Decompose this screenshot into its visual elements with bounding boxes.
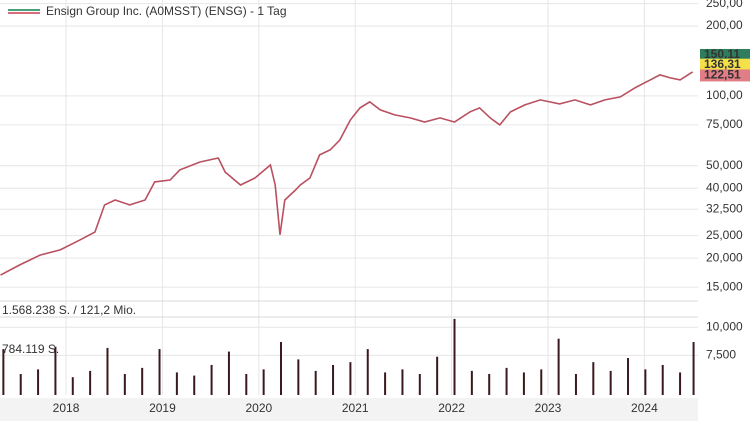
volume-bar — [384, 372, 387, 395]
volume-bar — [89, 370, 92, 395]
price-badge — [700, 69, 750, 82]
volume-bar — [627, 358, 630, 395]
y-tick-label: 25,000 — [706, 228, 743, 242]
y-tick-label: 100,00 — [706, 88, 743, 102]
price-badge — [700, 48, 750, 61]
x-tick-label: 2018 — [53, 401, 80, 415]
y-tick-label: 75,000 — [706, 117, 743, 131]
volume-bar — [574, 373, 577, 395]
x-tick-label: 2019 — [149, 401, 176, 415]
volume-bar — [401, 369, 404, 395]
volume-bar — [436, 356, 439, 395]
y-tick-label: 40,000 — [706, 180, 743, 194]
chart-title: Ensign Group Inc. (A0MSST) (ENSG) - 1 Ta… — [46, 4, 287, 18]
y-tick-label: 250,00 — [706, 0, 743, 10]
x-axis-strip — [0, 398, 698, 421]
volume-bar — [141, 367, 144, 395]
price-badge-label: 150,11 — [704, 47, 740, 61]
volume-bar — [71, 377, 74, 395]
volume-label: 1.568.238 S. / 121,2 Mio. — [2, 303, 136, 317]
volume-bar — [692, 342, 695, 395]
volume-bar — [661, 364, 664, 395]
volume-bar — [54, 346, 57, 395]
volume-bar — [314, 370, 317, 395]
volume-bar — [540, 369, 543, 395]
price-badge-label: 122,51 — [704, 68, 741, 82]
volume-bar — [418, 373, 421, 395]
volume-bar — [679, 372, 682, 395]
x-tick-label: 2022 — [438, 401, 465, 415]
x-tick-label: 2024 — [631, 401, 658, 415]
volume-bar — [227, 351, 230, 395]
volume-bar — [37, 369, 40, 395]
y-tick-label: 200,00 — [706, 18, 743, 32]
x-tick-label: 2023 — [535, 401, 562, 415]
volume-bar — [609, 370, 612, 395]
volume-bar — [19, 373, 22, 395]
volume-bar — [123, 373, 126, 395]
volume-bar — [557, 338, 560, 395]
volume-tick-label: 10,000 — [706, 319, 743, 333]
y-tick-label: 15,000 — [706, 279, 743, 293]
volume-bar — [505, 367, 508, 395]
volume-average-label: 784.119 S. — [2, 342, 59, 356]
volume-tick-label: 7,500 — [706, 348, 736, 362]
volume-bar — [158, 349, 161, 395]
volume-bar — [644, 369, 647, 395]
volume-bar — [2, 349, 5, 395]
y-tick-label: 20,000 — [706, 250, 743, 264]
volume-bar — [193, 375, 196, 395]
volume-bar — [470, 370, 473, 395]
volume-bar — [488, 373, 491, 395]
volume-bar — [366, 349, 369, 395]
volume-bar — [332, 364, 335, 395]
x-tick-label: 2020 — [245, 401, 272, 415]
volume-bar — [175, 372, 178, 395]
volume-bar — [262, 369, 265, 395]
volume-bar — [522, 372, 525, 395]
volume-bar — [297, 359, 300, 395]
volume-bar — [106, 347, 109, 395]
y-tick-label: 32,500 — [706, 201, 743, 215]
volume-bar — [279, 342, 282, 395]
x-tick-label: 2021 — [342, 401, 369, 415]
y-tick-label: 50,000 — [706, 158, 743, 172]
volume-bar — [349, 362, 352, 395]
price-badge — [700, 58, 750, 71]
volume-bar — [592, 362, 595, 395]
volume-bar — [245, 373, 248, 395]
price-badge-label: 136,31 — [704, 57, 741, 71]
volume-bar — [210, 364, 213, 395]
volume-bar — [453, 318, 456, 395]
price-line — [0, 71, 694, 276]
